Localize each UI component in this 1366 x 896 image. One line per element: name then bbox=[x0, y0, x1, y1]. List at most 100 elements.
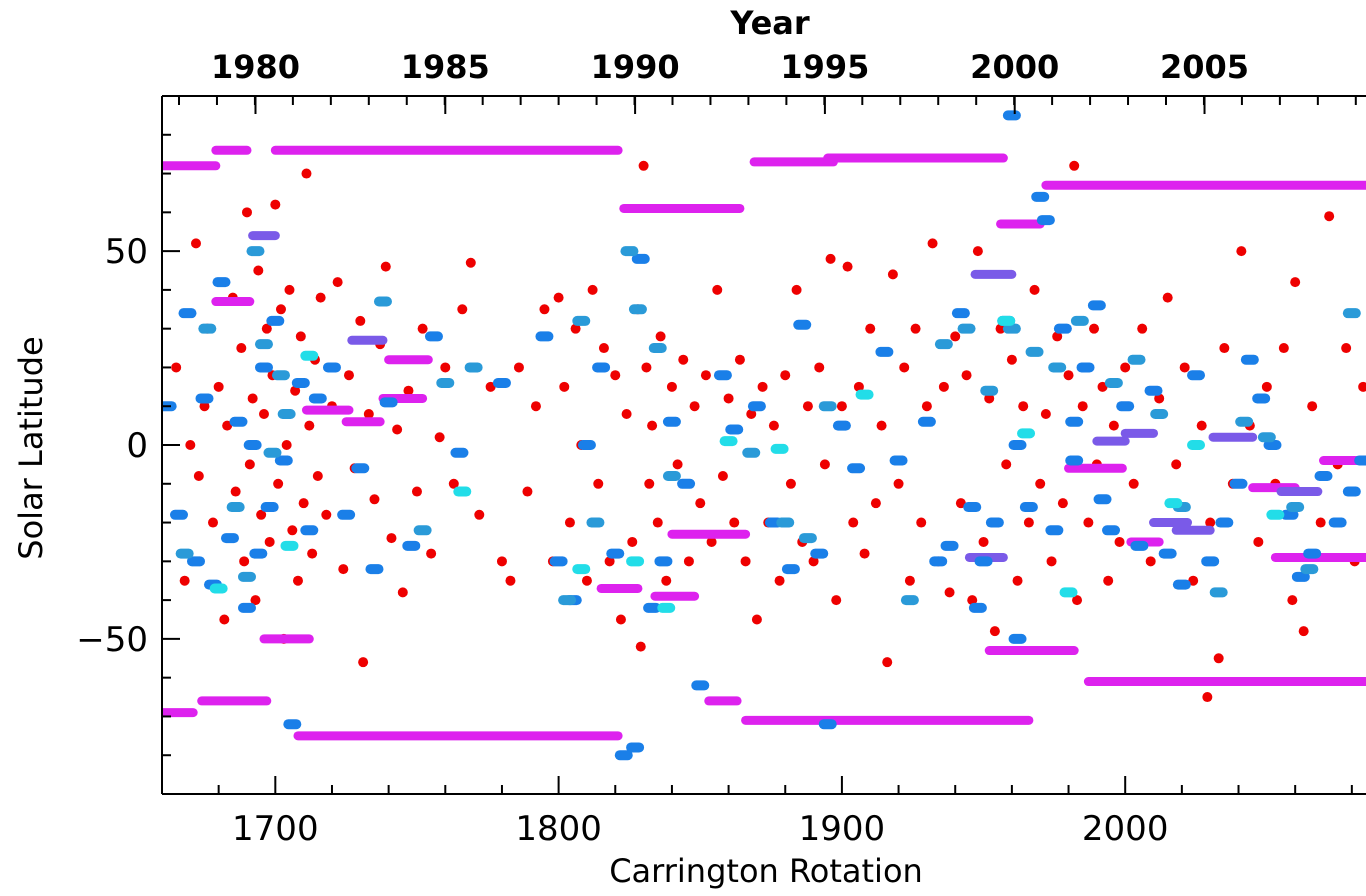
red-dot-point bbox=[1236, 246, 1247, 257]
x-tick-label: 1900 bbox=[799, 809, 886, 849]
red-dot-point bbox=[1253, 536, 1264, 547]
red-dot-point bbox=[842, 261, 853, 272]
red-dot-point bbox=[386, 533, 397, 544]
blue-blob-point bbox=[169, 509, 188, 520]
blue-blob-point bbox=[793, 319, 812, 330]
red-dot-point bbox=[1097, 381, 1108, 392]
red-dot-point bbox=[250, 595, 261, 606]
red-dot-point bbox=[530, 401, 541, 412]
red-dot-point bbox=[655, 331, 666, 342]
red-dot-point bbox=[1006, 354, 1017, 365]
red-dot-point bbox=[757, 381, 768, 392]
red-dot-point bbox=[315, 292, 326, 303]
red-dot-point bbox=[581, 575, 592, 586]
cyan-blob-point bbox=[719, 436, 738, 447]
red-dot-point bbox=[426, 548, 437, 559]
steel-blob-point bbox=[776, 517, 795, 528]
red-dot-point bbox=[1077, 401, 1088, 412]
steel-blob-point bbox=[1002, 323, 1021, 334]
red-dot-point bbox=[1114, 536, 1125, 547]
blue-blob-point bbox=[951, 308, 970, 319]
blue-blob-point bbox=[379, 397, 398, 408]
blue-blob-point bbox=[178, 308, 197, 319]
red-dot-point bbox=[740, 556, 751, 567]
red-dot-point bbox=[1052, 331, 1063, 342]
red-dot-point bbox=[774, 575, 785, 586]
steel-blob-point bbox=[648, 343, 667, 354]
red-dot-point bbox=[570, 323, 581, 334]
blue-blob-point bbox=[243, 440, 262, 450]
steel-blob-point bbox=[957, 323, 976, 334]
blue-blob-point bbox=[631, 253, 650, 264]
steel-blob-point bbox=[558, 595, 577, 606]
red-dot-point bbox=[1298, 626, 1309, 637]
steel-blob-point bbox=[1104, 377, 1123, 388]
red-dot-point bbox=[301, 168, 312, 179]
red-dot-point bbox=[689, 401, 700, 412]
red-dot-point bbox=[627, 536, 638, 547]
blue-blob-point bbox=[365, 564, 384, 575]
x-tick-label: 2000 bbox=[1082, 809, 1169, 849]
steel-blob-point bbox=[1070, 315, 1089, 326]
red-dot-point bbox=[298, 498, 309, 509]
red-dot-point bbox=[564, 517, 575, 528]
blue-blob-point bbox=[274, 455, 293, 466]
red-dot-point bbox=[967, 595, 978, 606]
steel-blob-point bbox=[934, 339, 953, 350]
cyan-blob-point bbox=[657, 602, 676, 613]
top-tick-label: 1995 bbox=[780, 48, 869, 86]
blue-blob-point bbox=[985, 517, 1004, 528]
steel-blob-point bbox=[620, 246, 639, 257]
steel-blob-point bbox=[413, 525, 432, 536]
red-dot-point bbox=[972, 246, 983, 257]
blue-blob-point bbox=[1314, 471, 1333, 482]
blue-blob-point bbox=[1158, 548, 1177, 559]
red-dot-point bbox=[1179, 362, 1190, 373]
blue-blob-point bbox=[654, 556, 673, 567]
blue-blob-point bbox=[1172, 579, 1191, 590]
cyan-blob-point bbox=[453, 486, 472, 497]
steel-blob-point bbox=[237, 571, 256, 582]
red-dot-point bbox=[802, 401, 813, 412]
red-dot-point bbox=[678, 354, 689, 365]
blue-blob-point bbox=[1354, 455, 1366, 466]
blue-blob-point bbox=[1130, 540, 1149, 551]
blue-blob-point bbox=[300, 525, 319, 536]
red-dot-point bbox=[457, 304, 468, 315]
blue-blob-point bbox=[283, 719, 302, 730]
cyan-blob-point bbox=[1017, 428, 1036, 439]
blue-blob-point bbox=[606, 548, 625, 559]
red-dot-point bbox=[522, 486, 533, 497]
x-tick-label: 1800 bbox=[515, 809, 602, 849]
y-tick-label: 50 bbox=[105, 232, 148, 272]
red-dot-point bbox=[1154, 393, 1165, 404]
blue-blob-point bbox=[1102, 525, 1121, 536]
red-dot-point bbox=[695, 498, 706, 509]
blue-blob-point bbox=[1036, 215, 1055, 226]
red-dot-point bbox=[635, 641, 646, 652]
red-dot-point bbox=[281, 440, 292, 450]
red-dot-point bbox=[1196, 420, 1207, 431]
red-dot-point bbox=[1001, 459, 1012, 470]
top-tick-label: 2000 bbox=[970, 48, 1059, 86]
steel-blob-point bbox=[198, 323, 217, 334]
blue-blob-point bbox=[254, 362, 273, 373]
top-tick-label: 1985 bbox=[401, 48, 490, 86]
red-dot-point bbox=[1040, 408, 1051, 419]
red-dot-point bbox=[950, 331, 961, 342]
blue-blob-point bbox=[1087, 300, 1106, 311]
steel-blob-point bbox=[1257, 432, 1276, 443]
red-dot-point bbox=[539, 304, 550, 315]
red-dot-point bbox=[955, 498, 966, 509]
red-dot-point bbox=[207, 517, 218, 528]
steel-blob-point bbox=[818, 401, 837, 412]
blue-blob-point bbox=[1187, 370, 1206, 381]
red-dot-point bbox=[921, 401, 932, 412]
red-dot-point bbox=[275, 304, 286, 315]
blue-blob-point bbox=[1065, 455, 1084, 466]
cyan-blob-point bbox=[1187, 440, 1206, 450]
red-dot-point bbox=[244, 459, 255, 470]
red-dot-point bbox=[1307, 401, 1318, 412]
blue-blob-point bbox=[889, 455, 908, 466]
steel-blob-point bbox=[1209, 587, 1228, 598]
